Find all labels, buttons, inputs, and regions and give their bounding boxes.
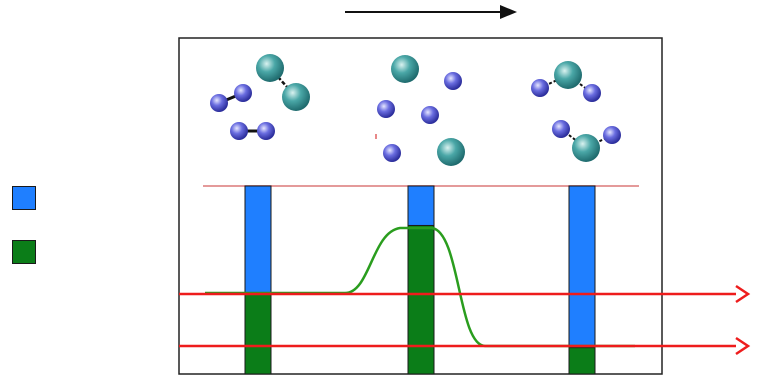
- stage-left-blue-segment: [244, 185, 272, 294]
- right-arrow-icon: [500, 5, 517, 19]
- molecules-left: [210, 54, 310, 140]
- red-arrow-lower: [179, 336, 751, 356]
- large-atom-icon: [572, 134, 600, 162]
- small-atom-icon: [421, 106, 439, 124]
- small-atom-icon: [210, 94, 228, 112]
- green-curve: [205, 226, 635, 348]
- stage-right-blue-segment: [568, 185, 596, 349]
- right-arrow-icon: [735, 336, 751, 356]
- small-atom-icon: [257, 122, 275, 140]
- small-atom-icon: [552, 120, 570, 138]
- small-atom-icon: [234, 84, 252, 102]
- molecule-mixed: [552, 120, 621, 162]
- stage-middle-green-segment: [407, 224, 435, 375]
- atoms-middle: [375, 55, 465, 166]
- stage-left-green-segment: [244, 292, 272, 375]
- small-atom-icon: [230, 122, 248, 140]
- stage-middle-blue-segment: [407, 185, 435, 226]
- stacked-bars: [244, 185, 596, 375]
- molecule-mixed: [531, 61, 601, 102]
- large-atom-icon: [437, 138, 465, 166]
- small-atom-icon: [383, 144, 401, 162]
- top-arrow: [345, 5, 517, 19]
- green-swatch: [12, 240, 36, 264]
- large-atom-icon: [554, 61, 582, 89]
- small-atom-icon: [444, 72, 462, 90]
- small-atom-icon: [377, 100, 395, 118]
- large-atom-icon: [391, 55, 419, 83]
- small-atom-icon: [603, 126, 621, 144]
- blue-swatch: [12, 186, 36, 210]
- stage-right-green-segment: [568, 347, 596, 375]
- molecule-small-pair: [230, 122, 275, 140]
- large-atom-icon: [282, 83, 310, 111]
- right-arrow-icon: [735, 284, 751, 304]
- small-atom-icon: [531, 79, 549, 97]
- molecule-large-pair: [256, 54, 310, 111]
- large-atom-icon: [256, 54, 284, 82]
- molecules-right: [531, 61, 621, 162]
- red-arrow-upper: [179, 284, 751, 304]
- molecule-small-pair: [210, 84, 252, 112]
- small-atom-icon: [583, 84, 601, 102]
